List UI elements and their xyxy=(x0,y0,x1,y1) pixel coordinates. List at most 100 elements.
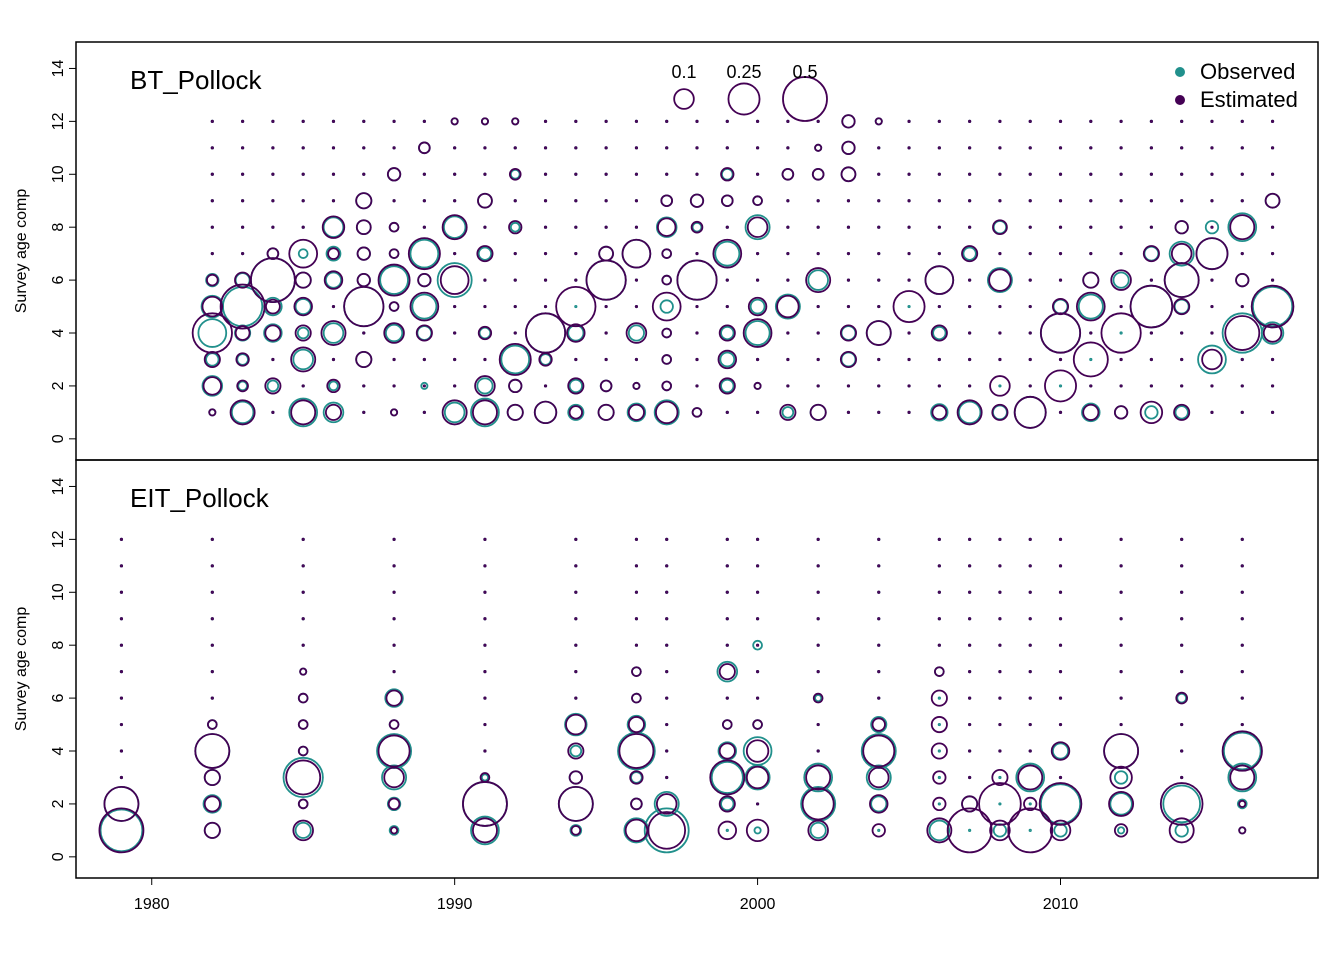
bubble-observed xyxy=(1204,220,1220,235)
bubble-estimated xyxy=(1210,410,1214,414)
bubble-observed xyxy=(1089,357,1093,362)
bubble-estimated xyxy=(362,119,366,123)
bubble-observed xyxy=(744,214,771,241)
bubble-estimated xyxy=(1149,225,1153,229)
bubble-estimated xyxy=(907,252,911,256)
bubble-estimated xyxy=(1082,403,1100,421)
bubble-estimated xyxy=(543,172,548,176)
bubble-observed xyxy=(322,401,345,424)
bubble-estimated xyxy=(422,410,426,414)
bubble-estimated xyxy=(203,795,221,813)
bubble-observed xyxy=(322,216,345,238)
bubble-observed xyxy=(617,731,656,771)
bubble-estimated xyxy=(570,825,582,836)
y-tick-label: 8 xyxy=(50,641,67,650)
bubble-estimated xyxy=(695,384,699,388)
bubble-observed xyxy=(1015,762,1046,793)
bubble-observed xyxy=(720,325,735,341)
bubble-estimated xyxy=(271,172,275,176)
bubble-estimated xyxy=(388,248,400,259)
bubble-estimated xyxy=(480,117,489,126)
bubble-estimated xyxy=(655,793,678,815)
bubble-estimated xyxy=(1240,670,1244,674)
bubble-estimated xyxy=(1089,384,1093,388)
bubble-estimated xyxy=(1028,384,1032,388)
bubble-observed xyxy=(781,406,795,419)
bubble-estimated xyxy=(1108,790,1135,817)
bubble-estimated xyxy=(695,304,699,309)
bubble-observed xyxy=(325,245,342,262)
bubble-estimated xyxy=(877,537,881,541)
bubble-estimated xyxy=(320,320,347,346)
bubble-estimated xyxy=(632,381,641,390)
bubble-estimated xyxy=(1180,670,1184,674)
bubble-observed xyxy=(968,828,972,832)
bubble-estimated xyxy=(755,670,760,674)
bubble-estimated xyxy=(383,322,405,344)
bubble-estimated xyxy=(968,172,972,176)
bubble-estimated xyxy=(621,238,652,269)
bubble-estimated xyxy=(202,376,223,396)
bubble-estimated xyxy=(816,357,820,362)
bubble-estimated xyxy=(968,331,972,335)
bubble-estimated xyxy=(968,590,972,594)
bubble-estimated xyxy=(292,819,314,842)
bubble-estimated xyxy=(543,146,548,150)
bubble-estimated xyxy=(998,590,1002,594)
x-tick-label: 2010 xyxy=(1043,896,1079,913)
bubble-estimated xyxy=(1173,298,1191,316)
bubble-estimated xyxy=(241,252,245,256)
bubble-estimated xyxy=(712,238,743,269)
bubble-estimated xyxy=(937,199,941,203)
y-tick-label: 10 xyxy=(50,165,67,183)
bubble-estimated xyxy=(1119,146,1123,150)
size-key-circle xyxy=(782,76,828,122)
bubble-estimated xyxy=(1119,670,1123,674)
bubble-observed xyxy=(99,808,144,853)
bubble-estimated xyxy=(786,119,790,123)
bubble-estimated xyxy=(755,564,760,568)
bubble-estimated xyxy=(998,696,1002,700)
bubble-estimated xyxy=(725,225,729,229)
bubble-estimated xyxy=(1028,590,1032,594)
bubble-estimated xyxy=(506,403,524,421)
bubble-estimated xyxy=(869,794,889,814)
bubble-estimated xyxy=(264,324,282,342)
bubble-estimated xyxy=(907,410,911,414)
bubble-estimated xyxy=(1058,146,1063,150)
bubble-observed xyxy=(292,348,314,371)
bubble-estimated xyxy=(755,119,760,123)
bubble-estimated xyxy=(868,766,890,789)
bubble-estimated xyxy=(483,722,487,727)
bubble-estimated xyxy=(392,384,396,388)
bubble-estimated xyxy=(961,795,979,813)
bubble-estimated xyxy=(1240,304,1244,309)
bubble-observed xyxy=(376,733,413,769)
bubble-estimated xyxy=(362,410,366,414)
bubble-observed xyxy=(1109,792,1133,816)
bubble-estimated xyxy=(1058,775,1063,780)
bubble-observed xyxy=(655,216,678,238)
bubble-estimated xyxy=(453,252,457,256)
bubble-estimated xyxy=(665,617,669,621)
bubble-observed xyxy=(1251,285,1294,328)
bubble-estimated xyxy=(968,357,972,362)
bubble-estimated xyxy=(301,146,305,150)
bubble-estimated xyxy=(119,696,124,700)
bubble-estimated xyxy=(755,357,760,362)
bubble-estimated xyxy=(453,199,457,203)
bubble-estimated xyxy=(1180,331,1184,335)
bubble-estimated xyxy=(1119,172,1123,176)
bubble-observed xyxy=(962,246,977,261)
bubble-observed xyxy=(1260,321,1285,345)
bubble-estimated xyxy=(285,759,322,796)
bubble-observed xyxy=(564,712,588,737)
bubble-estimated xyxy=(937,225,941,229)
bubble-estimated xyxy=(574,225,578,229)
bubble-estimated xyxy=(624,818,649,843)
bubble-estimated xyxy=(755,172,760,176)
bubble-observed xyxy=(1168,240,1195,267)
panel-frame xyxy=(75,41,1319,461)
bubble-estimated xyxy=(968,749,972,753)
bubble-estimated xyxy=(665,564,669,568)
